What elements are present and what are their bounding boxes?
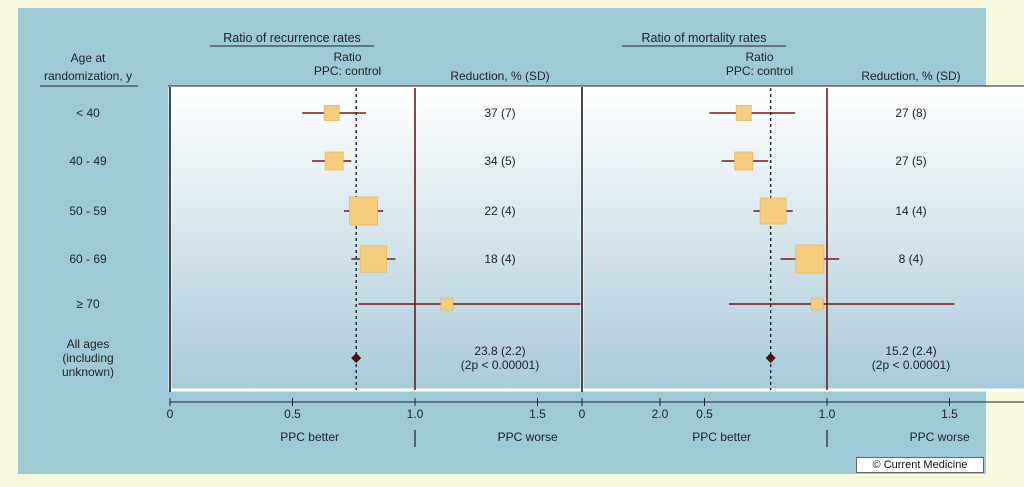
mortality-overall-diamond bbox=[765, 353, 776, 363]
recurrence-point-box-4 bbox=[440, 297, 454, 311]
recurrence-row-label-2: 50 - 59 bbox=[69, 204, 107, 218]
recurrence-row-label-3: 60 - 69 bbox=[69, 252, 107, 266]
recurrence-reduction-1: 34 (5) bbox=[484, 154, 515, 168]
recurrence-reduction-header: Reduction, % (SD) bbox=[450, 69, 549, 83]
recurrence-overall-diamond bbox=[351, 353, 362, 363]
recurrence-point-box-3 bbox=[359, 245, 387, 273]
recurrence-point-box-1 bbox=[324, 151, 344, 171]
recurrence-x-tick-label-2: 1.0 bbox=[407, 407, 424, 421]
mortality-plot-area bbox=[580, 86, 1024, 392]
recurrence-x-tick-label-1: 0.5 bbox=[284, 407, 301, 421]
mortality-point-box-1 bbox=[734, 151, 754, 171]
mortality-reduction-3: 8 (4) bbox=[899, 252, 924, 266]
mortality-point-box-4 bbox=[810, 297, 824, 311]
mortality-reduction-5: 15.2 (2.4) (2p < 0.00001) bbox=[872, 344, 950, 372]
mortality-point-box-2 bbox=[759, 197, 787, 225]
mortality-title: Ratio of mortality rates bbox=[641, 31, 766, 45]
recurrence-reduction-5: 23.8 (2.2) (2p < 0.00001) bbox=[461, 344, 539, 372]
mortality-x-tick-label-3: 1.5 bbox=[941, 407, 958, 421]
recurrence-title: Ratio of recurrence rates bbox=[223, 31, 361, 45]
recurrence-x-tick-label-4: 2.0 bbox=[652, 407, 669, 421]
recurrence-worse-label: PPC worse bbox=[498, 430, 558, 444]
mortality-x-tick-label-2: 1.0 bbox=[819, 407, 836, 421]
recurrence-reduction-3: 18 (4) bbox=[484, 252, 515, 266]
recurrence-row-label-1: 40 - 49 bbox=[69, 154, 107, 168]
recurrence-reduction-2: 22 (4) bbox=[484, 204, 515, 218]
mortality-reduction-2: 14 (4) bbox=[895, 204, 926, 218]
recurrence-point-box-2 bbox=[349, 196, 378, 226]
mortality-x-tick-label-0: 0 bbox=[579, 407, 586, 421]
mortality-worse-label: PPC worse bbox=[910, 430, 970, 444]
mortality-ratio-header: Ratio PPC: control bbox=[726, 50, 793, 78]
recurrence-age-header-line2: randomization, y bbox=[44, 69, 132, 83]
recurrence-age-header-line1: Age at bbox=[71, 51, 106, 65]
recurrence-row-label-4: ≥ 70 bbox=[76, 297, 100, 311]
recurrence-better-label: PPC better bbox=[280, 430, 339, 444]
recurrence-row-label-5: All ages (including unknown) bbox=[62, 337, 114, 379]
mortality-point-box-0 bbox=[735, 105, 752, 121]
mortality-reduction-1: 27 (5) bbox=[895, 154, 926, 168]
mortality-better-label: PPC better bbox=[692, 430, 751, 444]
mortality-reduction-0: 27 (8) bbox=[895, 106, 926, 120]
mortality-x-tick-label-1: 0.5 bbox=[696, 407, 713, 421]
recurrence-point-box-0 bbox=[323, 105, 340, 121]
mortality-point-box-3 bbox=[795, 244, 825, 274]
recurrence-row-label-0: < 40 bbox=[76, 106, 100, 120]
recurrence-x-tick-label-3: 1.5 bbox=[529, 407, 546, 421]
mortality-reduction-header: Reduction, % (SD) bbox=[861, 69, 960, 83]
recurrence-x-tick-label-0: 0 bbox=[167, 407, 174, 421]
recurrence-ratio-header: Ratio PPC: control bbox=[314, 50, 381, 78]
recurrence-reduction-0: 37 (7) bbox=[484, 106, 515, 120]
copyright-label: © Current Medicine bbox=[856, 457, 984, 473]
